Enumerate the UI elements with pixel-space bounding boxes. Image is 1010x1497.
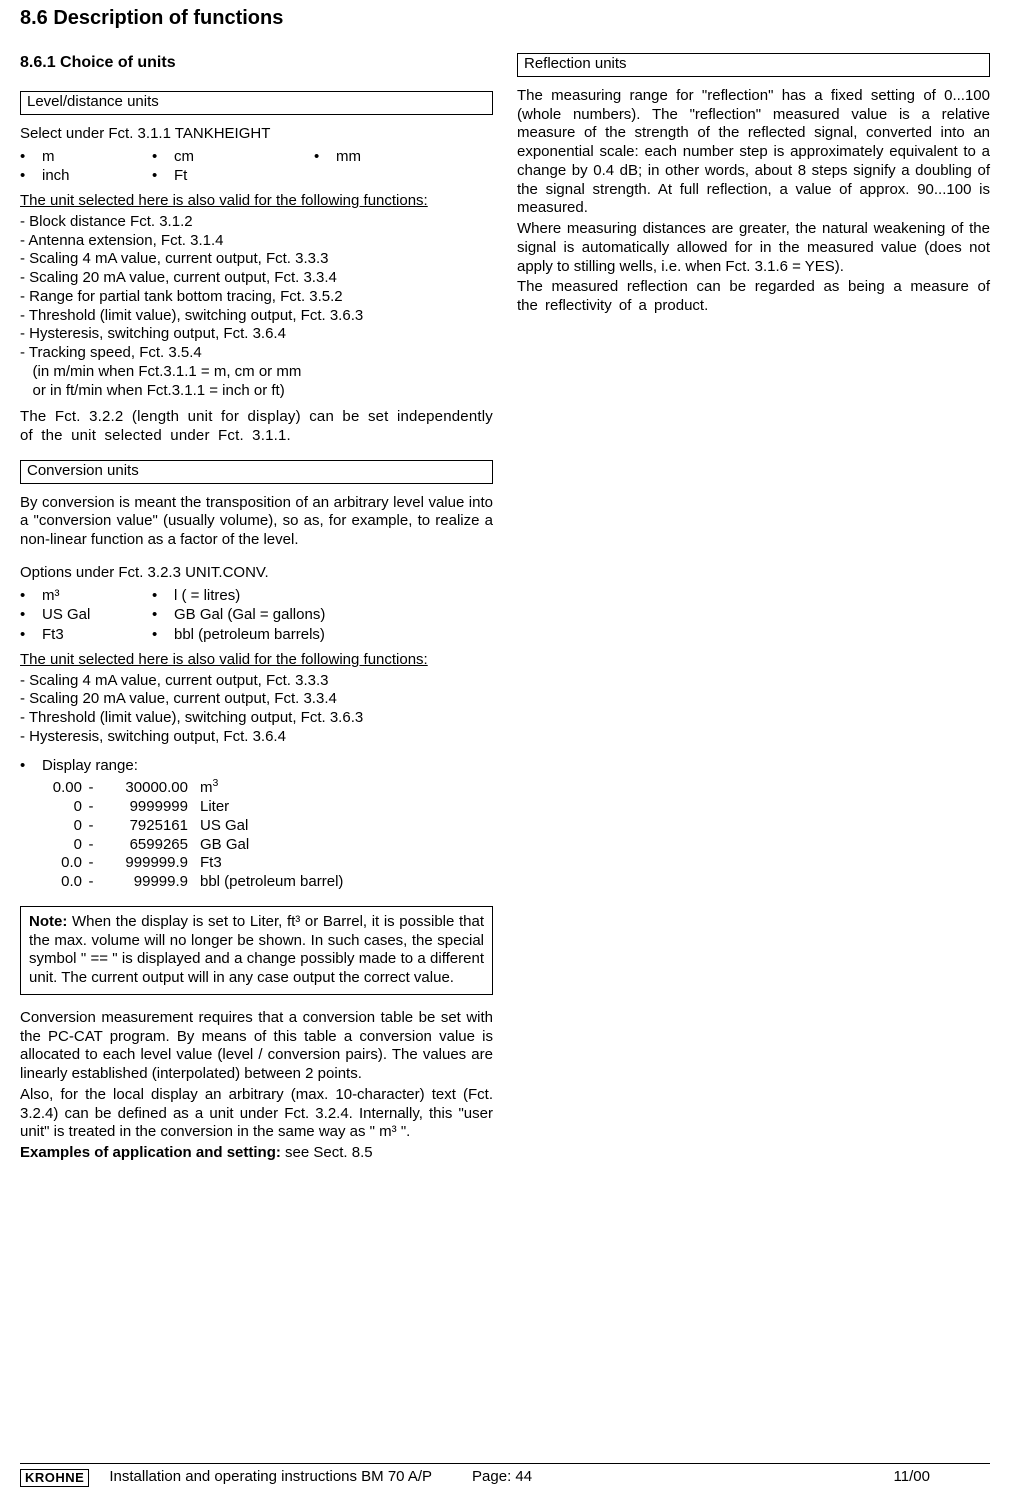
brand-logo: KROHNE xyxy=(20,1469,89,1487)
display-range-block: •Display range: 0.00-30000.00m30-9999999… xyxy=(20,757,493,892)
function-item: - Antenna extension, Fct. 3.1.4 xyxy=(20,232,493,251)
conv-para-1: Conversion measurement requires that a c… xyxy=(20,1009,493,1084)
footer-page-number: Page: 44 xyxy=(472,1468,532,1487)
range-row: 0-7925161US Gal xyxy=(42,817,345,836)
conversion-units-header: Conversion units xyxy=(20,460,493,484)
function-item: (in m/min when Fct.3.1.1 = m, cm or mm xyxy=(20,363,493,382)
conv-unit-a: US Gal xyxy=(42,606,152,625)
conv-para-2: Also, for the local display an arbitrary… xyxy=(20,1086,493,1142)
function-item: - Threshold (limit value), switching out… xyxy=(20,307,493,326)
reflection-para-2: Where measuring distances are greater, t… xyxy=(517,220,990,276)
section-subtitle: 8.6.1 Choice of units xyxy=(20,53,493,73)
conv-valid-functions-label: The unit selected here is also valid for… xyxy=(20,651,493,670)
note-box: Note: When the display is set to Liter, … xyxy=(20,906,493,995)
unit-mm: mm xyxy=(336,148,361,167)
conv-unit-a: Ft3 xyxy=(42,626,152,645)
unit-ft: Ft xyxy=(174,167,187,186)
conv-unit-a: m³ xyxy=(42,587,152,606)
reflection-para-1: The measuring range for "reflection" has… xyxy=(517,87,990,218)
function-item: or in ft/min when Fct.3.1.1 = inch or ft… xyxy=(20,382,493,401)
conv-unit-b: l ( = litres) xyxy=(174,587,240,606)
function-item: - Hysteresis, switching output, Fct. 3.6… xyxy=(20,325,493,344)
conv-units-list: •m³•l ( = litres)•US Gal•GB Gal (Gal = g… xyxy=(20,587,493,645)
right-column: Reflection units The measuring range for… xyxy=(517,53,990,1165)
reflection-para-3: The measured reflection can be regarded … xyxy=(517,278,990,316)
conv-functions-list: - Scaling 4 mA value, current output, Fc… xyxy=(20,672,493,747)
range-row: 0.0-99999.9bbl (petroleum barrel) xyxy=(42,873,345,892)
function-item: - Block distance Fct. 3.1.2 xyxy=(20,213,493,232)
conversion-intro: By conversion is meant the transposition… xyxy=(20,494,493,550)
unit-cm: cm xyxy=(174,148,314,167)
examples-line: Examples of application and setting: see… xyxy=(20,1144,493,1163)
note-label: Note: xyxy=(29,913,67,930)
level-intro: Select under Fct. 3.1.1 TANKHEIGHT xyxy=(20,125,493,144)
left-column: 8.6.1 Choice of units Level/distance uni… xyxy=(20,53,493,1165)
note-body: When the display is set to Liter, ft³ or… xyxy=(29,913,484,986)
function-item: - Tracking speed, Fct. 3.5.4 xyxy=(20,344,493,363)
function-item: - Scaling 4 mA value, current output, Fc… xyxy=(20,672,493,691)
level-units-header: Level/distance units xyxy=(20,91,493,115)
page-title: 8.6 Description of functions xyxy=(20,6,990,31)
function-item: - Scaling 20 mA value, current output, F… xyxy=(20,690,493,709)
unit-m: m xyxy=(42,148,152,167)
page-footer: KROHNE Installation and operating instru… xyxy=(20,1463,990,1487)
display-range-label: Display range: xyxy=(42,757,138,774)
conv-options-label: Options under Fct. 3.2.3 UNIT.CONV. xyxy=(20,564,493,583)
function-item: - Scaling 4 mA value, current output, Fc… xyxy=(20,250,493,269)
function-item: - Scaling 20 mA value, current output, F… xyxy=(20,269,493,288)
level-units-list: • m • cm • mm • inch • Ft xyxy=(20,148,493,187)
range-row: 0.00-30000.00m3 xyxy=(42,777,345,798)
level-functions-list: - Block distance Fct. 3.1.2- Antenna ext… xyxy=(20,213,493,401)
function-item: - Threshold (limit value), switching out… xyxy=(20,709,493,728)
conv-unit-b: GB Gal (Gal = gallons) xyxy=(174,606,325,625)
range-row: 0.0-999999.9Ft3 xyxy=(42,854,345,873)
conv-unit-b: bbl (petroleum barrels) xyxy=(174,626,325,645)
valid-functions-label: The unit selected here is also valid for… xyxy=(20,192,493,211)
footer-date: 11/00 xyxy=(894,1468,930,1487)
footer-doc-title: Installation and operating instructions … xyxy=(109,1468,432,1487)
range-row: 0-9999999Liter xyxy=(42,798,345,817)
function-item: - Hysteresis, switching output, Fct. 3.6… xyxy=(20,728,493,747)
function-item: - Range for partial tank bottom tracing,… xyxy=(20,288,493,307)
fct-322-para: The Fct. 3.2.2 (length unit for display)… xyxy=(20,408,493,446)
reflection-units-header: Reflection units xyxy=(517,53,990,77)
range-row: 0-6599265GB Gal xyxy=(42,836,345,855)
unit-inch: inch xyxy=(42,167,152,186)
